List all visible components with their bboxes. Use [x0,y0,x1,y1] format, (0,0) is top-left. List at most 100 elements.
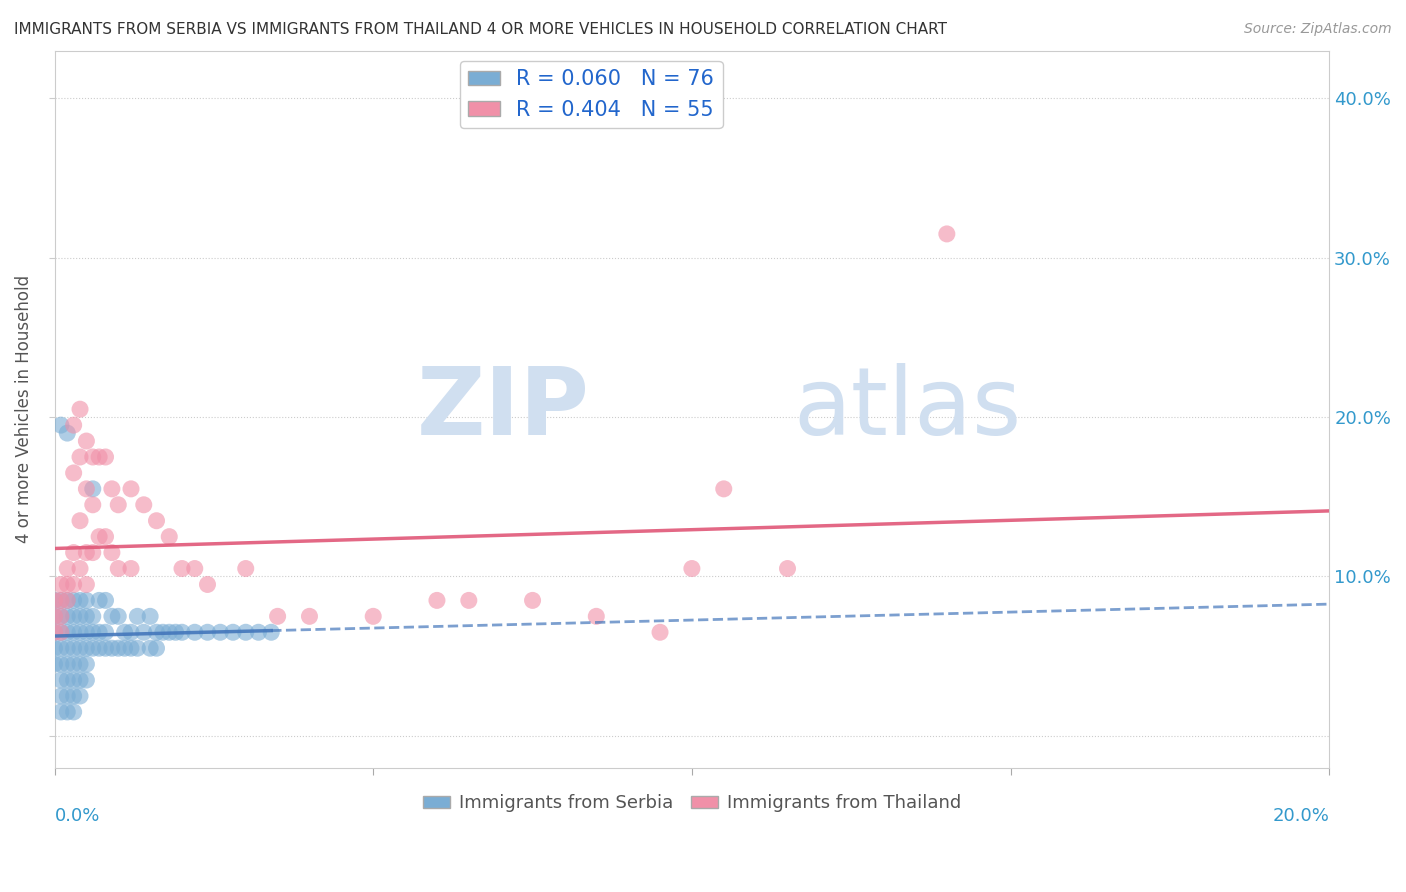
Point [49,625,72,640]
Point [56,577,79,591]
Point [209,625,232,640]
Point [197,625,219,640]
Point [120,482,142,496]
Point [170,625,193,640]
Point [75,625,97,640]
Point [49,641,72,656]
Point [69,561,91,575]
Point [457,593,479,607]
Point [69,514,91,528]
Point [49,609,72,624]
Point [120,561,142,575]
Point [75,641,97,656]
Point [235,625,257,640]
Point [49,418,72,433]
Point [62,546,84,560]
Text: atlas: atlas [794,363,1022,455]
Point [49,673,72,687]
Point [89,625,111,640]
Point [101,546,124,560]
Point [94,450,117,464]
Point [107,498,129,512]
Point [49,625,72,640]
Point [62,641,84,656]
Point [145,641,167,656]
Point [82,609,104,624]
Point [62,705,84,719]
Point [260,625,283,640]
Point [56,593,79,607]
Point [75,657,97,672]
Point [114,625,136,640]
Text: 20.0%: 20.0% [1272,807,1329,825]
Point [426,593,449,607]
Point [75,609,97,624]
Point [82,498,104,512]
Point [75,434,97,448]
Point [69,593,91,607]
Point [62,657,84,672]
Point [56,625,79,640]
Point [62,593,84,607]
Point [89,530,111,544]
Y-axis label: 4 or more Vehicles in Household: 4 or more Vehicles in Household [15,275,32,543]
Point [69,657,91,672]
Point [157,625,180,640]
Point [94,593,117,607]
Point [82,450,104,464]
Point [222,625,245,640]
Point [145,514,167,528]
Point [127,641,149,656]
Point [49,657,72,672]
Point [44,593,66,607]
Point [62,418,84,433]
Point [132,498,155,512]
Point [82,625,104,640]
Point [56,426,79,441]
Point [49,593,72,607]
Point [62,577,84,591]
Point [157,530,180,544]
Point [935,227,957,241]
Point [101,609,124,624]
Point [62,625,84,640]
Point [56,705,79,719]
Point [152,625,174,640]
Point [75,546,97,560]
Point [139,641,162,656]
Point [69,641,91,656]
Point [82,641,104,656]
Point [49,689,72,703]
Point [648,625,671,640]
Point [184,561,207,575]
Point [101,641,124,656]
Point [56,657,79,672]
Point [62,689,84,703]
Point [247,625,270,640]
Text: IMMIGRANTS FROM SERBIA VS IMMIGRANTS FROM THAILAND 4 OR MORE VEHICLES IN HOUSEHO: IMMIGRANTS FROM SERBIA VS IMMIGRANTS FRO… [14,22,948,37]
Point [132,625,155,640]
Point [184,625,207,640]
Point [49,609,72,624]
Point [56,609,79,624]
Point [114,641,136,656]
Point [62,673,84,687]
Point [145,625,167,640]
Point [298,609,321,624]
Point [75,593,97,607]
Point [89,641,111,656]
Point [44,657,66,672]
Point [522,593,544,607]
Point [165,625,187,640]
Point [197,577,219,591]
Point [69,450,91,464]
Point [56,673,79,687]
Point [49,577,72,591]
Point [361,609,384,624]
Point [44,641,66,656]
Point [266,609,288,624]
Point [127,609,149,624]
Point [681,561,703,575]
Point [44,625,66,640]
Point [44,609,66,624]
